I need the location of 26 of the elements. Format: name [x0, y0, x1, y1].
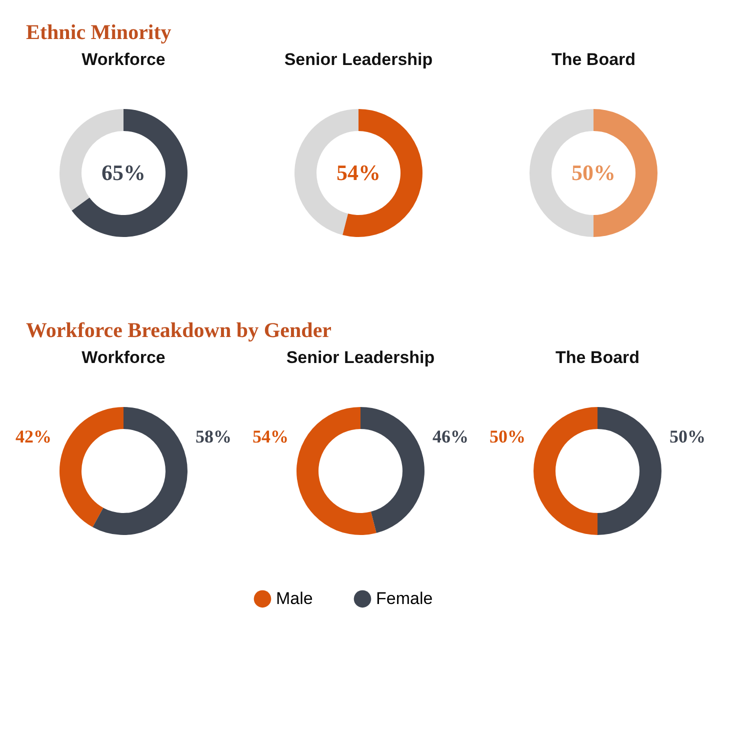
donut-slice — [360, 407, 424, 533]
data-label: 50% — [670, 426, 706, 447]
chart-title: Senior Leadership — [284, 50, 433, 69]
data-label: 65% — [102, 160, 146, 185]
data-label: 50% — [490, 426, 526, 447]
data-label: 50% — [572, 160, 616, 185]
donut-slice — [598, 407, 662, 535]
data-label: 54% — [336, 160, 380, 185]
donut-slice — [296, 407, 376, 535]
chart-title: Workforce — [82, 50, 166, 69]
chart-title: Senior Leadership — [286, 348, 435, 367]
text: Workforce Breakdown by Gender — [26, 318, 332, 342]
chart-title: Workforce — [82, 348, 166, 367]
legend-label: Female — [376, 588, 433, 608]
donut-slice — [72, 109, 188, 237]
data-label: 54% — [252, 426, 288, 447]
data-label: 46% — [432, 426, 468, 447]
text: Ethnic Minority — [26, 20, 172, 44]
legend-label: Male — [276, 588, 313, 608]
chart-title: The Board — [551, 50, 636, 69]
data-label: 42% — [16, 426, 52, 447]
data-label: 58% — [196, 426, 232, 447]
donut-slice — [92, 407, 188, 535]
donut-slice — [534, 407, 598, 535]
chart-title: The Board — [555, 348, 640, 367]
donut-slice — [60, 407, 124, 528]
